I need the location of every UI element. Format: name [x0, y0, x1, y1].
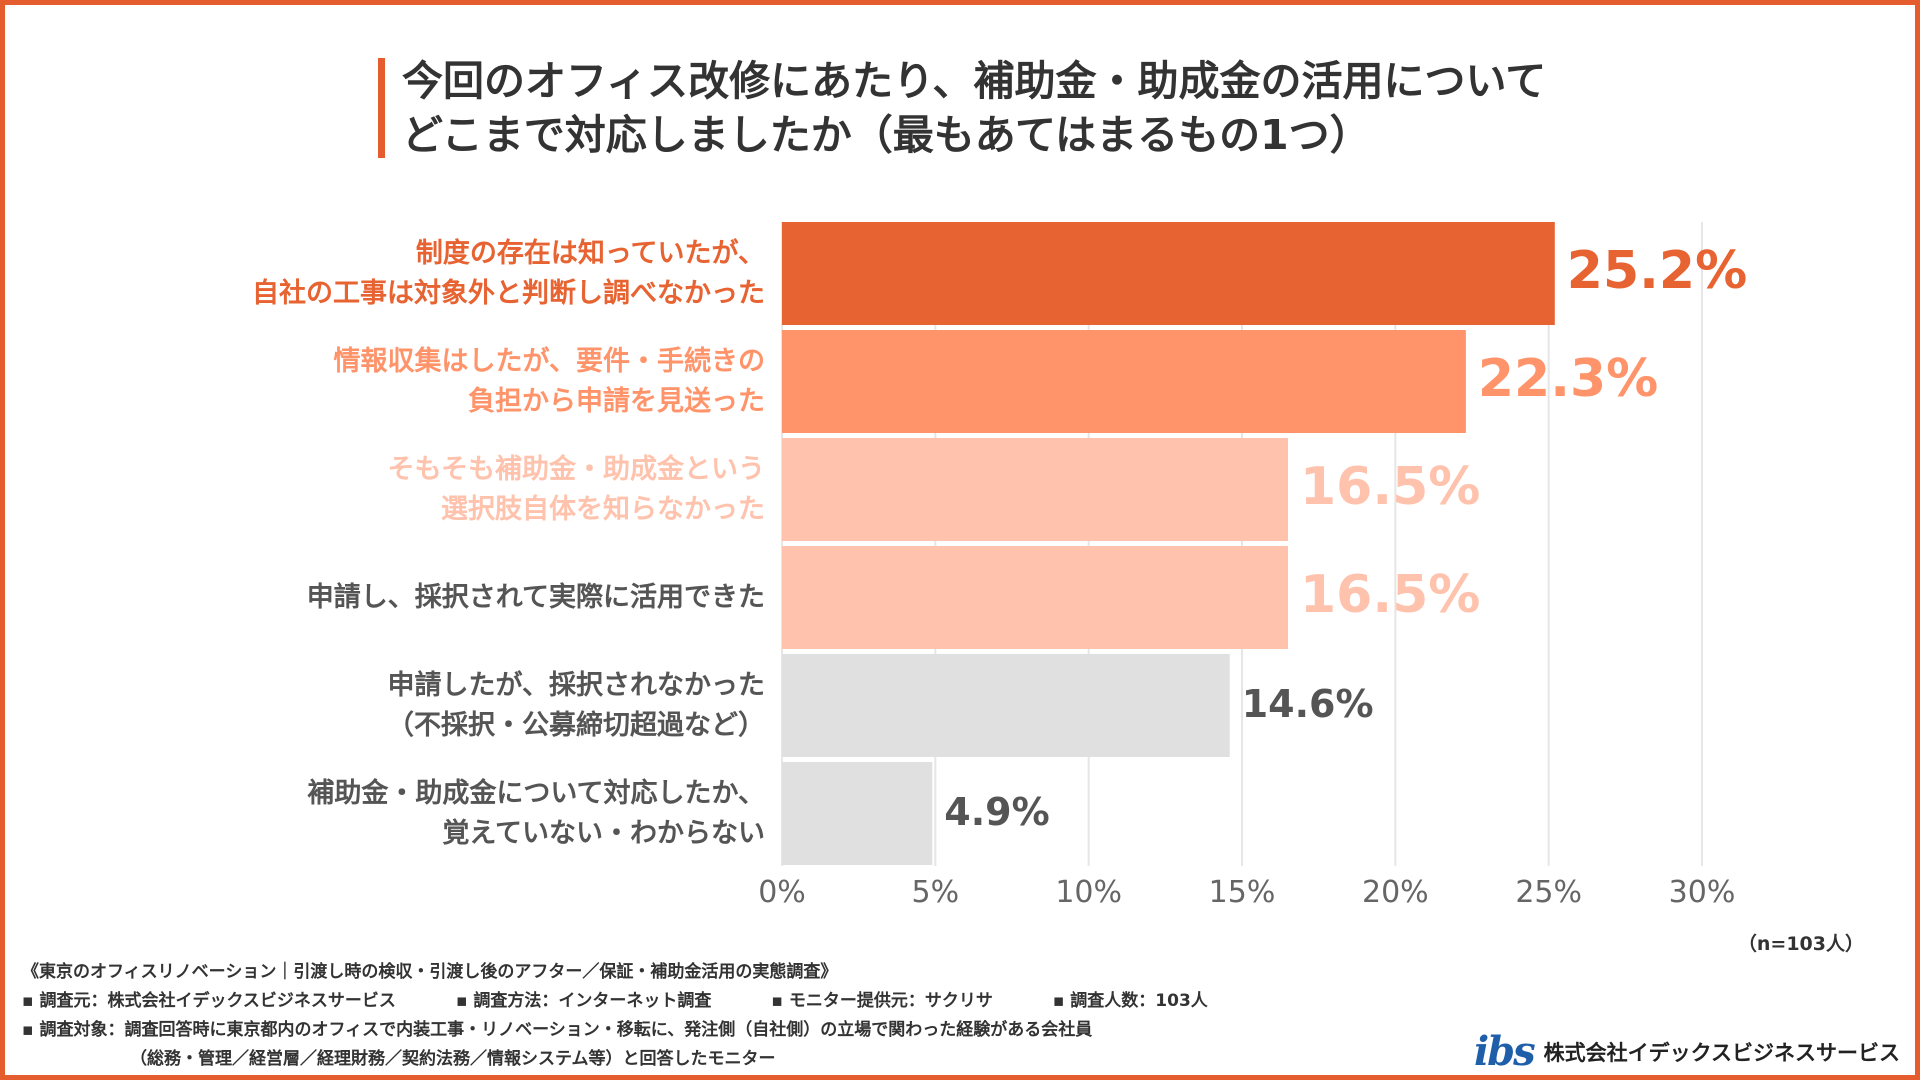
sample-size-note: （n=103人）: [1737, 933, 1864, 955]
title-accent-bar: [378, 58, 385, 158]
value-label: 4.9%: [944, 789, 1050, 834]
bars: [782, 222, 1555, 865]
bar: [782, 654, 1230, 757]
category-label: 制度の存在は知っていたが、 自社の工事は対象外と判断し調べなかった: [252, 237, 765, 309]
survey-monitor: ▪ モニター提供元：サクリサ: [771, 991, 993, 1011]
category-label: 補助金・助成金について対応したか、 覚えていない・わからない: [307, 777, 765, 849]
x-tick-label: 25%: [1515, 875, 1582, 910]
survey-title: 《東京のオフィスリノベーション｜引渡し時の検収・引渡し後のアフター／保証・補助金…: [22, 962, 838, 982]
survey-footer: 《東京のオフィスリノベーション｜引渡し時の検収・引渡し後のアフター／保証・補助金…: [22, 958, 1208, 1074]
value-label: 16.5%: [1300, 456, 1481, 517]
x-tick-label: 5%: [911, 875, 960, 910]
value-label: 22.3%: [1477, 348, 1659, 409]
x-tick-label: 15%: [1208, 875, 1276, 910]
x-tick-label: 10%: [1055, 875, 1122, 910]
bar: [782, 762, 933, 865]
chart-title: 今回のオフィス改修にあたり、補助金・助成金の活用について どこまで対応しましたか…: [402, 54, 1702, 162]
x-tick-label: 30%: [1668, 875, 1736, 910]
value-label: 14.6%: [1241, 681, 1374, 726]
bar: [782, 222, 1555, 325]
survey-target-detail: （総務・管理／経営層／経理財務／契約法務／情報システム等）と回答したモニター: [130, 1049, 776, 1069]
survey-source: ▪ 調査元：株式会社イデックスビジネスサービス: [22, 991, 396, 1011]
category-label: 申請したが、採択されなかった （不採択・公募締切超過など）: [387, 669, 765, 741]
chart-title-line2: どこまで対応しましたか（最もあてはまるもの1つ）: [402, 111, 1371, 159]
company-logo: ibs 株式会社イデックスビジネスサービス: [1474, 1032, 1900, 1072]
grid-lines: [781, 222, 1703, 866]
survey-method: ▪ 調査方法：インターネット調査: [455, 991, 712, 1011]
category-label: 情報収集はしたが、要件・手続きの 負担から申請を見送った: [333, 345, 765, 417]
ibs-logo-icon: ibs: [1473, 1028, 1536, 1075]
bar: [782, 438, 1288, 541]
bar: [782, 546, 1288, 649]
x-tick-label: 20%: [1361, 875, 1429, 910]
x-tick-label: 0%: [758, 875, 806, 910]
chart-title-line1: 今回のオフィス改修にあたり、補助金・助成金の活用について: [402, 57, 1547, 105]
company-name: 株式会社イデックスビジネスサービス: [1543, 1041, 1900, 1065]
category-label: そもそも補助金・助成金という 選択肢自体を知らなかった: [387, 453, 765, 525]
bar: [782, 330, 1466, 433]
survey-target: ▪ 調査対象：調査回答時に東京都内のオフィスで内装工事・リノベーション・移転に、…: [22, 1020, 1093, 1040]
value-label: 25.2%: [1566, 240, 1748, 301]
value-label: 16.5%: [1300, 564, 1481, 625]
category-label: 申請し、採択されて実際に活用できた: [306, 581, 765, 613]
survey-count: ▪ 調査人数：103人: [1052, 991, 1208, 1011]
